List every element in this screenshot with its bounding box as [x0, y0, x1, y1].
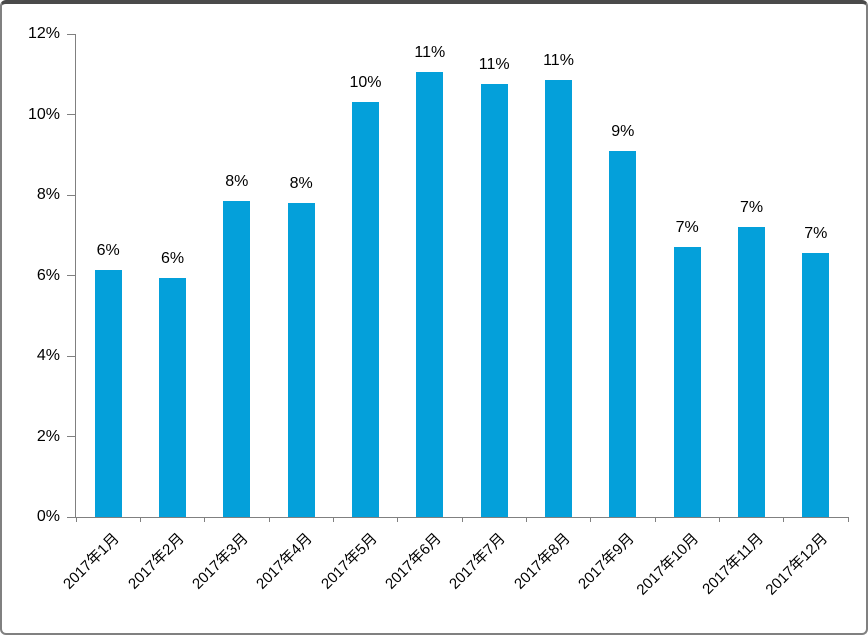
plot-area: 6% 6% 8% 8% 10% 11% 11% 11% 9% 7% 7% 7%	[67, 33, 849, 522]
y-axis-label: 0%	[36, 508, 60, 525]
bar	[545, 80, 572, 517]
x-tick	[75, 517, 77, 522]
x-tick	[590, 517, 592, 522]
bar-value-label: 11%	[414, 44, 446, 62]
x-tick	[461, 517, 463, 522]
x-axis-label: 2017年9月	[575, 530, 638, 593]
x-axis-label: 2017年3月	[189, 530, 252, 593]
y-tick	[67, 114, 75, 115]
y-axis-label: 2%	[36, 427, 60, 445]
x-axis-label: 2017年7月	[446, 530, 510, 593]
x-axis-label: 2017年6月	[382, 530, 445, 593]
bar	[223, 201, 251, 517]
bar-value-label: 8%	[289, 175, 313, 193]
x-tick	[654, 517, 656, 522]
y-tick	[67, 436, 75, 437]
x-axis-label: 2017年5月	[317, 530, 381, 593]
y-tick	[67, 516, 75, 518]
x-tick	[847, 517, 849, 522]
y-axis-label: 8%	[36, 186, 60, 203]
x-tick	[332, 517, 334, 522]
bar	[94, 269, 122, 517]
x-axis-label: 2017年12月	[762, 530, 831, 599]
x-tick	[718, 517, 720, 522]
bar-value-label: 7%	[739, 199, 764, 217]
y-axis-label: 10%	[27, 105, 60, 123]
bar-value-label: 6%	[160, 249, 185, 267]
x-axis-label: 2017年10月	[633, 530, 703, 599]
bar-value-label: 11%	[543, 52, 574, 70]
x-tick	[204, 517, 206, 522]
y-axis-label: 6%	[36, 266, 60, 284]
x-tick	[139, 517, 141, 522]
bar	[609, 150, 637, 517]
x-tick	[397, 517, 399, 522]
bar	[352, 102, 379, 517]
y-tick	[67, 33, 75, 35]
x-axis-label: 2017年4月	[253, 530, 317, 593]
bar-value-label: 9%	[611, 122, 635, 140]
x-axis-label: 2017年1月	[60, 530, 124, 593]
x-axis-label: 2017年8月	[510, 530, 574, 593]
bar	[738, 227, 765, 517]
x-axis-label: 2017年11月	[698, 530, 767, 598]
bar-value-label: 7%	[804, 225, 828, 243]
bar-value-label: 11%	[478, 56, 510, 74]
bar-value-label: 6%	[96, 241, 120, 259]
x-axis-label: 2017年2月	[124, 530, 188, 593]
bar	[416, 72, 444, 517]
bar	[159, 277, 186, 517]
y-axis-label: 4%	[36, 347, 60, 364]
y-tick	[67, 194, 75, 196]
bar-value-label: 10%	[349, 74, 382, 92]
bar	[802, 253, 830, 517]
x-tick	[525, 517, 527, 522]
bar	[673, 247, 701, 517]
x-tick	[268, 517, 270, 522]
y-axis-label: 12%	[27, 25, 60, 42]
bar	[287, 203, 315, 517]
x-tick	[783, 517, 785, 522]
bar-value-label: 7%	[675, 219, 699, 237]
y-tick	[67, 275, 75, 276]
bar	[480, 84, 508, 517]
y-tick	[67, 355, 75, 357]
bar-value-label: 8%	[225, 173, 249, 190]
